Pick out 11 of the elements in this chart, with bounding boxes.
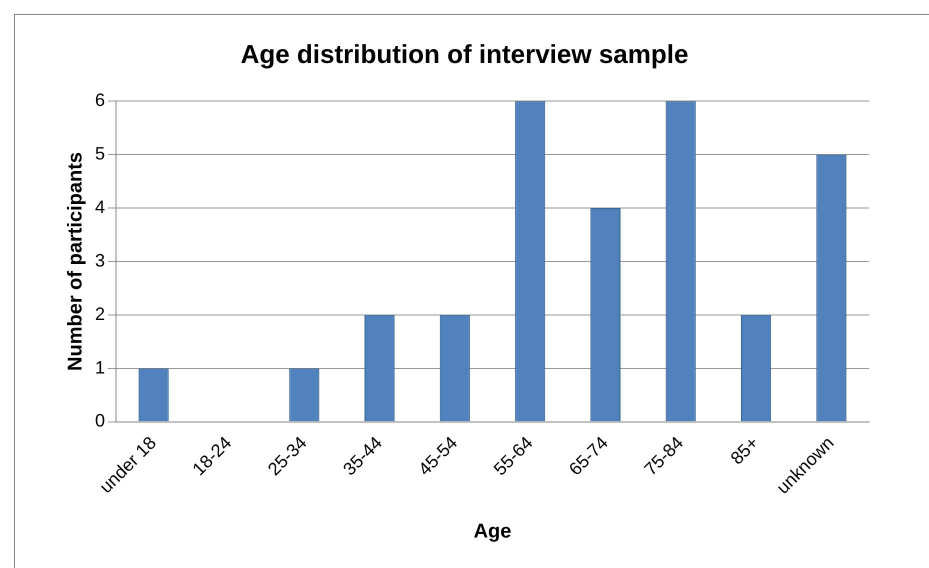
y-tick-label: 3: [94, 250, 106, 270]
chart-title: Age distribution of interview sample: [240, 38, 688, 69]
x-axis-title: Age: [474, 520, 512, 543]
y-tick-label: 4: [94, 197, 106, 218]
y-tick-label: 1: [94, 357, 106, 378]
y-axis-title: Number of participants: [64, 152, 87, 371]
y-tick-label: 0: [94, 410, 106, 431]
y-tick-label: 2: [94, 304, 106, 324]
y-tick-label: 5: [94, 144, 106, 164]
x-tick-label: 85+: [726, 432, 762, 468]
y-tick-label: 6: [94, 90, 106, 110]
